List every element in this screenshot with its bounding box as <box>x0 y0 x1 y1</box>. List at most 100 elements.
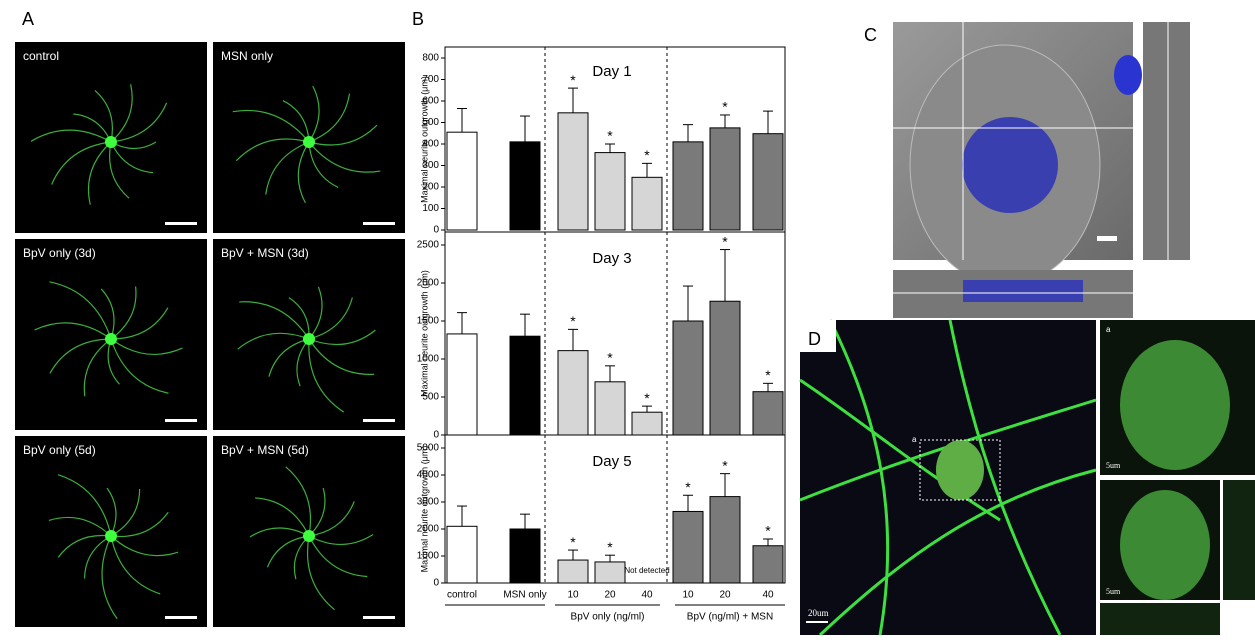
label-bg <box>800 320 836 352</box>
image-label: MSN only <box>221 49 273 63</box>
neurite <box>34 281 183 397</box>
x-tick-label: 20 <box>604 590 616 601</box>
bar <box>509 141 541 231</box>
bar <box>446 131 478 231</box>
chart-title: Day 5 <box>592 453 631 470</box>
image-label: BpV only (5d) <box>23 443 96 457</box>
image-label: control <box>23 49 59 63</box>
image-label: BpV only (3d) <box>23 246 96 260</box>
x-tick-label: 20 <box>719 590 731 601</box>
nucleus <box>962 117 1058 213</box>
neurite <box>249 466 374 611</box>
image-label: BpV + MSN (3d) <box>221 246 309 260</box>
micrograph <box>1100 603 1220 635</box>
bar <box>631 176 663 231</box>
image-label: BpV + MSN (5d) <box>221 443 309 457</box>
y-tick-label: 1000 <box>417 551 440 562</box>
neurite <box>30 84 168 205</box>
significance: * <box>644 390 650 406</box>
scale-bar <box>363 222 395 225</box>
y-tick-label: 0 <box>433 430 439 441</box>
x-tick-label: 40 <box>641 590 653 601</box>
micrograph <box>1223 480 1255 600</box>
scale-bar <box>1097 236 1117 241</box>
cell <box>1120 340 1230 470</box>
y-axis-label: Maximal neurite outgrowth (μm) <box>419 76 429 203</box>
neurite <box>48 474 179 620</box>
significance: * <box>644 147 650 163</box>
soma <box>303 136 315 148</box>
significance: * <box>607 128 613 144</box>
nucleus <box>1114 55 1142 95</box>
soma <box>105 530 117 542</box>
inset-label: a <box>912 435 917 444</box>
group-label: BpV (ng/ml) + MSN <box>687 612 773 623</box>
value-label: Not detected <box>624 566 669 575</box>
neurite <box>237 286 376 413</box>
bar <box>752 133 784 231</box>
y-tick-label: 2000 <box>417 278 440 289</box>
significance: * <box>685 479 691 495</box>
y-tick-label: 4000 <box>417 470 440 481</box>
significance: * <box>765 523 771 539</box>
significance: * <box>722 99 728 115</box>
neurite <box>799 319 1097 637</box>
scale-label: 20um <box>808 608 829 618</box>
scale-label: 5um <box>1106 461 1121 470</box>
soma <box>105 136 117 148</box>
nucleus <box>963 280 1083 302</box>
bar <box>672 141 704 231</box>
bar <box>631 411 663 436</box>
bar <box>446 525 478 584</box>
bar <box>509 335 541 436</box>
bar <box>752 391 784 436</box>
y-axis-label: Maximal neurite outgrowth (μm) <box>419 270 429 397</box>
chart-title: Day 1 <box>592 63 631 80</box>
y-tick-label: 3000 <box>417 497 440 508</box>
significance: * <box>722 457 728 473</box>
soma <box>303 333 315 345</box>
x-tick-label: 40 <box>762 590 774 601</box>
bar <box>509 528 541 584</box>
y-tick-label: 2000 <box>417 524 440 535</box>
bar <box>709 300 741 436</box>
panel-letter: B <box>412 9 424 29</box>
scale-bar <box>806 621 828 623</box>
bar <box>672 320 704 436</box>
y-tick-label: 5000 <box>417 443 440 454</box>
bar <box>557 350 589 436</box>
y-tick-label: 500 <box>422 117 439 128</box>
x-tick-label: 10 <box>567 590 579 601</box>
significance: * <box>765 367 771 383</box>
scale-bar <box>363 419 395 422</box>
significance: * <box>607 539 613 555</box>
neurite <box>232 85 381 204</box>
soma <box>105 333 117 345</box>
x-tick-label: 10 <box>682 590 694 601</box>
x-tick-label: MSN only <box>503 590 546 601</box>
bar <box>709 127 741 231</box>
group-label: BpV only (ng/ml) <box>571 612 645 623</box>
y-tick-label: 600 <box>422 96 439 107</box>
inset-box <box>919 439 1001 501</box>
y-tick-label: 1500 <box>417 316 440 327</box>
scale-bar <box>165 419 197 422</box>
soma <box>303 530 315 542</box>
y-tick-label: 700 <box>422 74 439 85</box>
bar <box>709 496 741 584</box>
chart-title: Day 3 <box>592 250 631 267</box>
y-tick-label: 800 <box>422 53 439 64</box>
significance: * <box>607 350 613 366</box>
significance: * <box>570 534 576 550</box>
bar <box>557 112 589 231</box>
x-tick-label: control <box>447 590 477 601</box>
cell <box>1120 490 1210 600</box>
y-tick-label: 0 <box>433 225 439 236</box>
bar <box>446 333 478 436</box>
y-tick-label: 100 <box>422 203 439 214</box>
significance: * <box>570 313 576 329</box>
bar <box>594 152 626 231</box>
cell <box>936 440 984 500</box>
y-axis-label: Maximal neurite outgrowth (μm) <box>419 446 429 573</box>
